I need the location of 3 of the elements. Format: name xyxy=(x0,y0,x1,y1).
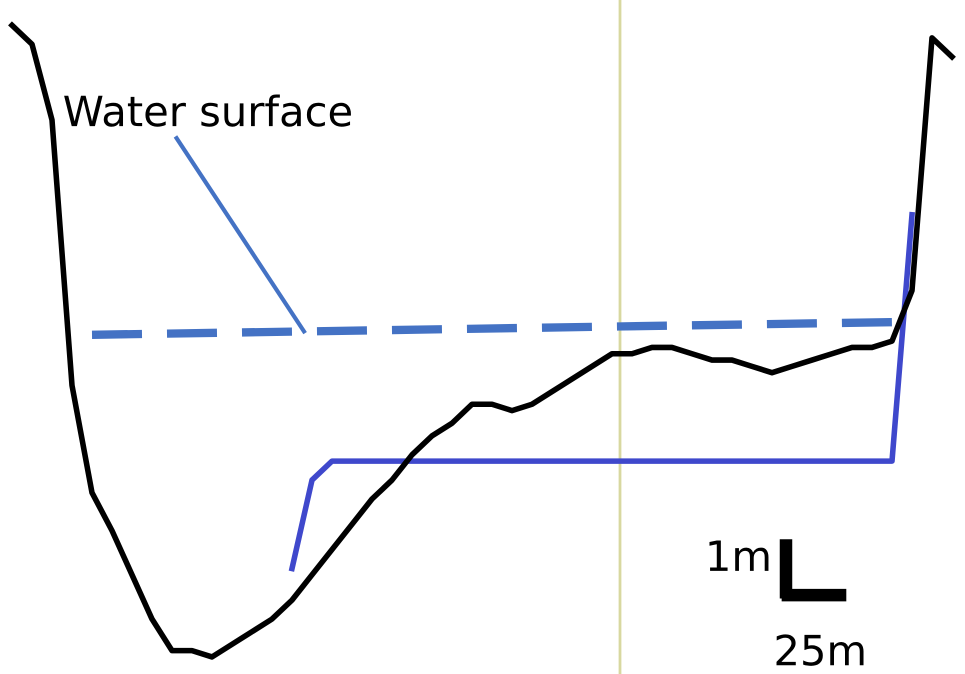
annotation: Water surface xyxy=(64,94,351,127)
annotation: 1m xyxy=(709,540,768,571)
annotation: 25m xyxy=(776,634,864,666)
